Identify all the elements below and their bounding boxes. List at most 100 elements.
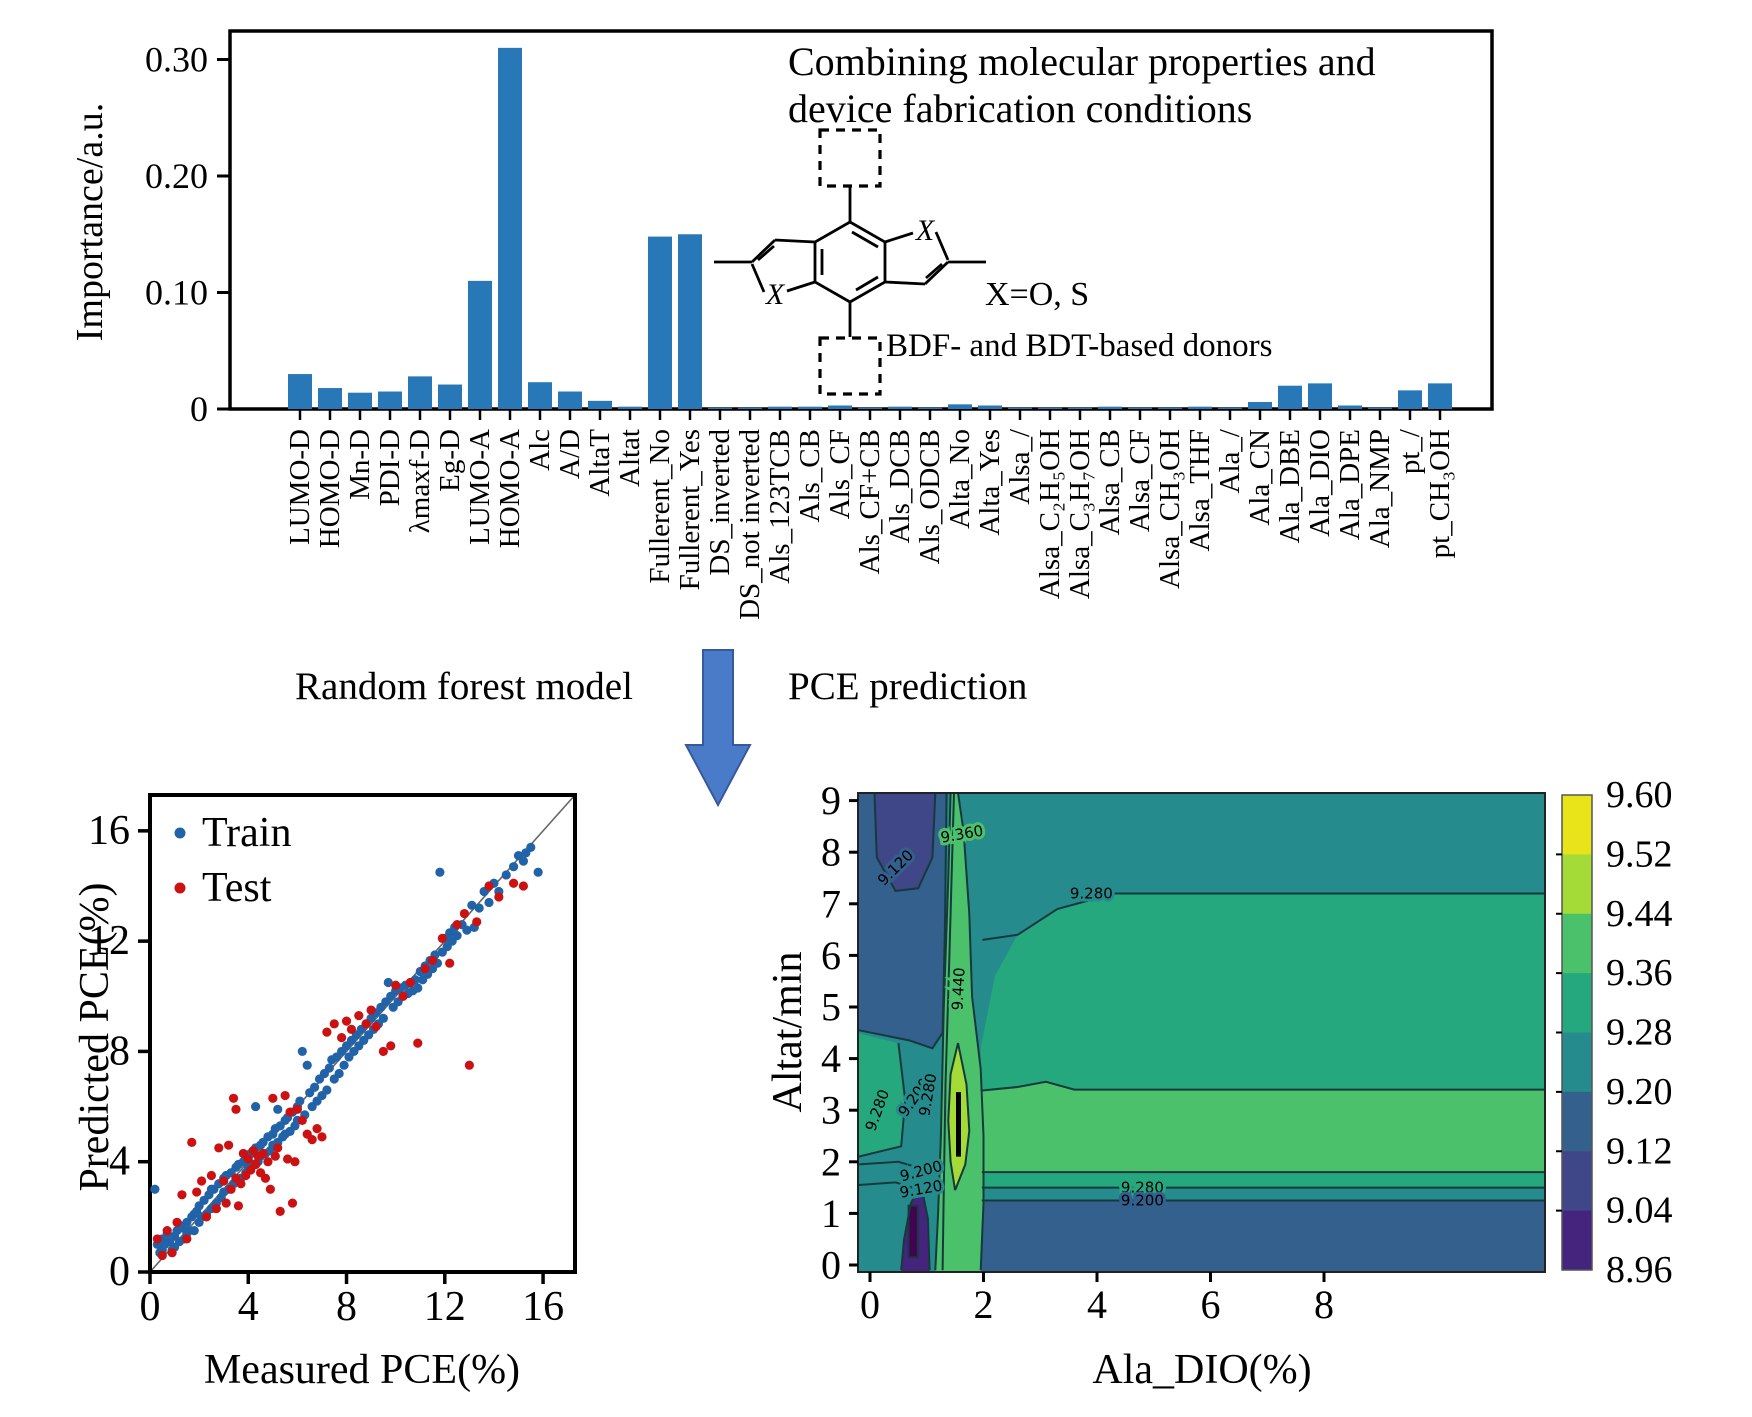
svg-text:Alsa_C₂H₅OH: Alsa_C₂H₅OH xyxy=(1034,429,1066,599)
svg-text:2: 2 xyxy=(974,1282,994,1327)
bar-Mn-D xyxy=(348,392,372,409)
svg-text:4: 4 xyxy=(109,1139,130,1185)
svg-text:12: 12 xyxy=(88,918,130,964)
svg-text:Alc: Alc xyxy=(524,429,556,471)
legend-label-Test: Test xyxy=(202,865,272,911)
svg-text:LUMO-D: LUMO-D xyxy=(284,429,316,545)
svg-text:0.10: 0.10 xyxy=(145,273,208,313)
svg-text:Alsa_C₃H₇OH: Alsa_C₃H₇OH xyxy=(1064,429,1096,599)
svg-text:Alta_No: Alta_No xyxy=(944,429,976,529)
svg-text:9.12: 9.12 xyxy=(1606,1130,1673,1172)
svg-text:9.280: 9.280 xyxy=(1121,1179,1164,1197)
bar-AltaT xyxy=(588,400,612,409)
svg-text:Alsa_THF: Alsa_THF xyxy=(1184,429,1216,551)
svg-text:9: 9 xyxy=(821,778,841,823)
svg-text:6: 6 xyxy=(1201,1282,1221,1327)
svg-text:9.60: 9.60 xyxy=(1606,774,1673,816)
substituent-box-bottom xyxy=(818,336,882,396)
svg-text:HOMO-D: HOMO-D xyxy=(314,429,346,548)
bar-DS_not inverted xyxy=(738,407,762,409)
svg-text:PDI-D: PDI-D xyxy=(374,429,406,506)
svg-text:Fullerent_No: Fullerent_No xyxy=(644,429,676,584)
scatter-points xyxy=(150,842,543,1261)
svg-text:λmaxf-D: λmaxf-D xyxy=(404,429,436,533)
bar-Als_CF+CB xyxy=(858,407,882,409)
svg-text:0: 0 xyxy=(190,389,208,429)
bar-Eg-D xyxy=(438,384,462,409)
svg-text:Ala_/: Ala_/ xyxy=(1214,428,1246,493)
svg-text:4: 4 xyxy=(238,1284,259,1330)
bar-PDI-D xyxy=(378,391,402,409)
svg-text:DS_not inverted: DS_not inverted xyxy=(734,429,766,620)
svg-text:Mn-D: Mn-D xyxy=(344,429,376,500)
bar-DS_inverted xyxy=(708,407,732,409)
flow-label-model: Random forest model xyxy=(295,665,633,708)
svg-text:9.44: 9.44 xyxy=(1606,893,1673,935)
bar-Als_CB xyxy=(798,406,822,409)
svg-text:Ala_NMP: Ala_NMP xyxy=(1364,429,1396,548)
bar-Ala_/ xyxy=(1218,407,1242,409)
series-Test xyxy=(152,878,529,1261)
bar-Ala_CN xyxy=(1248,402,1272,409)
svg-text:Als_123TCB: Als_123TCB xyxy=(764,429,796,584)
colorbar: 9.60 9.52 9.44 9.36 9.28 9.20 9.12 9.04 8.96 xyxy=(1556,774,1673,1291)
svg-text:Alsa_CF: Alsa_CF xyxy=(1124,429,1156,532)
bar-Ala_DBE xyxy=(1278,385,1302,409)
down-arrow-shape xyxy=(684,649,752,808)
svg-text:LUMO-A: LUMO-A xyxy=(464,429,496,545)
svg-text:Alsa_CH₃OH: Alsa_CH₃OH xyxy=(1154,429,1186,589)
down-arrow xyxy=(684,649,752,808)
molecule-note-donors: BDF- and BDT-based donors xyxy=(886,328,1273,364)
svg-text:9.280: 9.280 xyxy=(1070,884,1113,902)
substituent-box-top xyxy=(818,128,882,188)
svg-text:Als_CF+CB: Als_CF+CB xyxy=(854,429,886,574)
svg-text:9.200: 9.200 xyxy=(1121,1192,1164,1210)
svg-text:AltaT: AltaT xyxy=(584,429,616,497)
bar-Alsa_CH₃OH xyxy=(1158,407,1182,409)
svg-text:Ala_DBE: Ala_DBE xyxy=(1274,429,1306,543)
svg-text:9.28: 9.28 xyxy=(1606,1012,1673,1054)
svg-text:Als_ODCB: Als_ODCB xyxy=(914,429,946,564)
svg-text:Alsa_CB: Alsa_CB xyxy=(1094,429,1126,535)
svg-text:Ala_CN: Ala_CN xyxy=(1244,429,1276,526)
contour-xlabel: Ala_DIO(%) xyxy=(1092,1347,1312,1393)
svg-text:9.52: 9.52 xyxy=(1606,833,1673,875)
svg-text:8: 8 xyxy=(821,830,841,875)
bar-λmaxf-D xyxy=(408,376,432,409)
annotation-line2: device fabrication conditions xyxy=(788,86,1253,132)
heteroatom-label-left: X xyxy=(765,278,786,311)
svg-text:5: 5 xyxy=(821,985,841,1030)
svg-text:1: 1 xyxy=(821,1191,841,1236)
bar-pt_CH₃OH xyxy=(1428,383,1452,409)
bar-chart-axes: 0.30 0.20 0.10 0 LUMO-DHOMO-DMn-DPDI-Dλmaxf-… xyxy=(145,29,1494,620)
svg-text:Alta_Yes: Alta_Yes xyxy=(974,429,1006,536)
bar-Alc xyxy=(528,382,552,409)
bar-Alsa_THF xyxy=(1188,406,1212,409)
bar-Fullerent_Yes xyxy=(678,234,702,409)
svg-text:0: 0 xyxy=(821,1243,841,1288)
bar-LUMO-A xyxy=(468,280,492,409)
svg-text:pt_/: pt_/ xyxy=(1394,428,1426,474)
svg-text:6: 6 xyxy=(821,933,841,978)
molecule-note-x: X=O, S xyxy=(985,276,1090,313)
svg-text:0: 0 xyxy=(109,1249,130,1295)
svg-text:8: 8 xyxy=(109,1028,130,1074)
svg-text:0.20: 0.20 xyxy=(145,156,208,196)
legend-marker-Train xyxy=(174,827,186,839)
annotation-line1: Combining molecular properties and xyxy=(788,39,1376,84)
svg-text:4: 4 xyxy=(821,1036,841,1081)
bar-pt_/ xyxy=(1398,390,1422,409)
svg-text:Als_DCB: Als_DCB xyxy=(884,429,916,543)
bar-Als_ODCB xyxy=(918,407,942,409)
contour-axes: 0 1 2 3 4 5 6 7 8 9 0 2 4 6 8 xyxy=(821,778,1546,1327)
bar-HOMO-A xyxy=(498,47,522,409)
bar-Altat xyxy=(618,406,642,409)
bar-Alsa_/ xyxy=(1008,407,1032,409)
svg-text:9.20: 9.20 xyxy=(1606,1071,1673,1113)
svg-text:Eg-D: Eg-D xyxy=(434,429,466,492)
svg-text:2: 2 xyxy=(821,1139,841,1184)
svg-text:DS_inverted: DS_inverted xyxy=(704,429,736,576)
flow-label-prediction: PCE prediction xyxy=(788,665,1028,708)
molecule-structure: X X xyxy=(714,128,986,396)
